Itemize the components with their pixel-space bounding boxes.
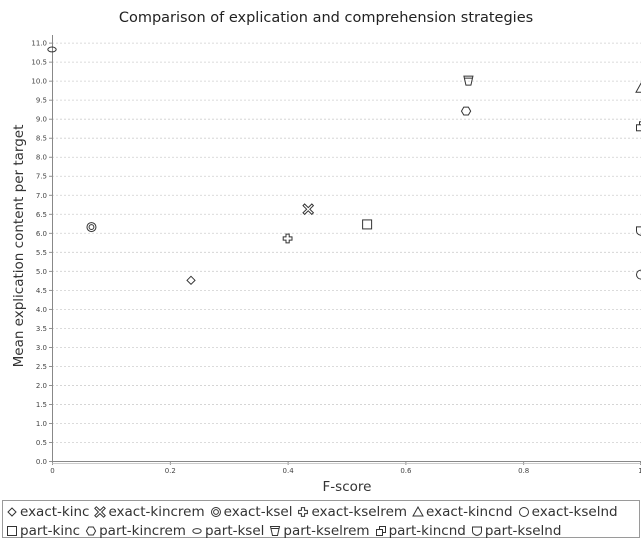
y-tick-label: 1.5 <box>36 401 47 409</box>
legend-item-exact-ksel: exact-ksel <box>210 503 293 520</box>
data-point-exact-kincrem <box>302 203 315 216</box>
x-axis-label: F-score <box>323 479 372 495</box>
y-tick-label: 7.0 <box>36 192 47 200</box>
gridlines <box>52 42 641 443</box>
y-tick-label: 1.0 <box>36 420 47 428</box>
legend-label: part-kincrem <box>99 522 186 539</box>
trapezoid-icon <box>270 525 281 536</box>
y-tick-label: 3.5 <box>36 325 47 333</box>
legend-item-exact-kincrem: exact-kincrem <box>94 503 205 520</box>
data-point-exact-kinc <box>186 275 196 286</box>
oval-icon <box>192 527 202 534</box>
y-tick-label: 6.0 <box>36 230 47 238</box>
legend-item-part-kincnd: part-kincnd <box>375 523 466 539</box>
double-square-icon <box>375 525 386 536</box>
x-tick-label: 0 <box>50 467 54 475</box>
data-point-exact-kincnd <box>635 82 641 93</box>
x-tick-label: 0.2 <box>165 467 176 475</box>
y-tick-label: 8.0 <box>36 154 47 162</box>
legend-label: part-ksel <box>204 522 265 539</box>
shield-icon <box>471 526 482 536</box>
y-tick-label: 9.0 <box>36 116 47 124</box>
chart-title: Comparison of explication and comprehens… <box>119 10 533 26</box>
square-icon <box>7 525 17 536</box>
x-tick-label: 1 <box>638 467 641 475</box>
legend-item-part-ksel: part-ksel <box>191 523 264 539</box>
legend-label: part-kinc <box>20 522 81 539</box>
data-point-part-ksel <box>47 46 57 53</box>
y-tick-label: 4.5 <box>36 287 47 295</box>
legend-label: part-kselnd <box>484 522 562 539</box>
y-axis-label: Mean explication content per target <box>11 125 27 368</box>
data-point-part-kincnd <box>636 121 641 132</box>
legend-label: exact-kselnd <box>531 503 618 520</box>
y-tick-label: 11.0 <box>31 40 47 48</box>
y-tick-label: 0.5 <box>36 439 47 447</box>
y-tick-label: 0.0 <box>36 458 47 466</box>
tick-labels: 0.0 0.5 1.0 1.5 2.0 2.5 3.0 3.5 4.0 4.5 5.0 5.5 6.0 6… <box>31 40 641 475</box>
legend-item-exact-kselrem: exact-kselrem <box>297 504 407 520</box>
data-point-exact-kselrem <box>282 233 293 244</box>
triangle-icon <box>412 505 424 516</box>
legend-item-part-kselnd: part-kselnd <box>471 522 562 539</box>
data-point-part-kselrem <box>463 75 474 86</box>
y-tick-label: 9.5 <box>36 97 47 105</box>
legend-item-exact-kincnd: exact-kincnd <box>412 504 513 520</box>
data-point-exact-kselnd <box>636 269 641 280</box>
legend-label: exact-kinc <box>20 503 90 520</box>
legend-row-1: exact-kinc exact-kincrem exact-ksel exact-k… <box>6 502 623 521</box>
y-tick-label: 10.5 <box>31 59 47 67</box>
data-point-part-kinc <box>362 219 373 230</box>
legend-item-part-kinc: part-kinc <box>6 523 80 539</box>
circle-icon <box>518 506 529 517</box>
x-tick-label: 0.6 <box>400 467 412 475</box>
axes <box>49 35 641 465</box>
hexagon-icon <box>85 526 97 535</box>
y-tick-label: 2.0 <box>36 382 47 390</box>
plus-icon <box>298 506 309 517</box>
legend-item-exact-kselnd: exact-kselnd <box>518 504 618 520</box>
diamond-icon <box>7 506 17 517</box>
legend-label: exact-kselrem <box>311 503 408 520</box>
y-tick-label: 7.5 <box>36 173 47 181</box>
data-point-exact-ksel <box>86 222 97 233</box>
legend-label: exact-kincnd <box>426 503 513 520</box>
legend: exact-kinc exact-kincrem exact-ksel exact-k… <box>2 500 640 540</box>
y-tick-label: 6.5 <box>36 211 47 219</box>
y-tick-label: 2.5 <box>36 363 47 371</box>
legend-label: part-kselrem <box>283 522 370 539</box>
x-tick-label: 0.4 <box>283 467 295 475</box>
y-tick-label: 3.0 <box>36 344 47 352</box>
data-point-part-kselnd <box>636 226 641 236</box>
cross-x-icon <box>94 505 107 518</box>
legend-row-2: part-kinc part-kincrem part-ksel part-kselr… <box>6 521 566 540</box>
y-tick-label: 4.0 <box>36 306 47 314</box>
legend-label: exact-kincrem <box>108 503 205 520</box>
y-tick-label: 5.5 <box>36 249 47 257</box>
legend-item-exact-kinc: exact-kinc <box>6 504 89 520</box>
y-tick-label: 5.0 <box>36 268 47 276</box>
legend-item-part-kselrem: part-kselrem <box>269 522 370 539</box>
y-tick-label: 8.5 <box>36 135 47 143</box>
legend-label: exact-ksel <box>223 503 293 520</box>
y-tick-label: 10.0 <box>31 78 47 86</box>
double-circle-icon <box>210 506 221 517</box>
x-tick-label: 0.8 <box>518 467 529 475</box>
legend-item-part-kincrem: part-kincrem <box>85 523 186 539</box>
scatter-chart: Comparison of explication and comprehens… <box>11 10 641 495</box>
data-points <box>47 46 641 286</box>
data-point-part-kincrem <box>460 106 472 116</box>
legend-label: part-kincnd <box>388 522 466 539</box>
